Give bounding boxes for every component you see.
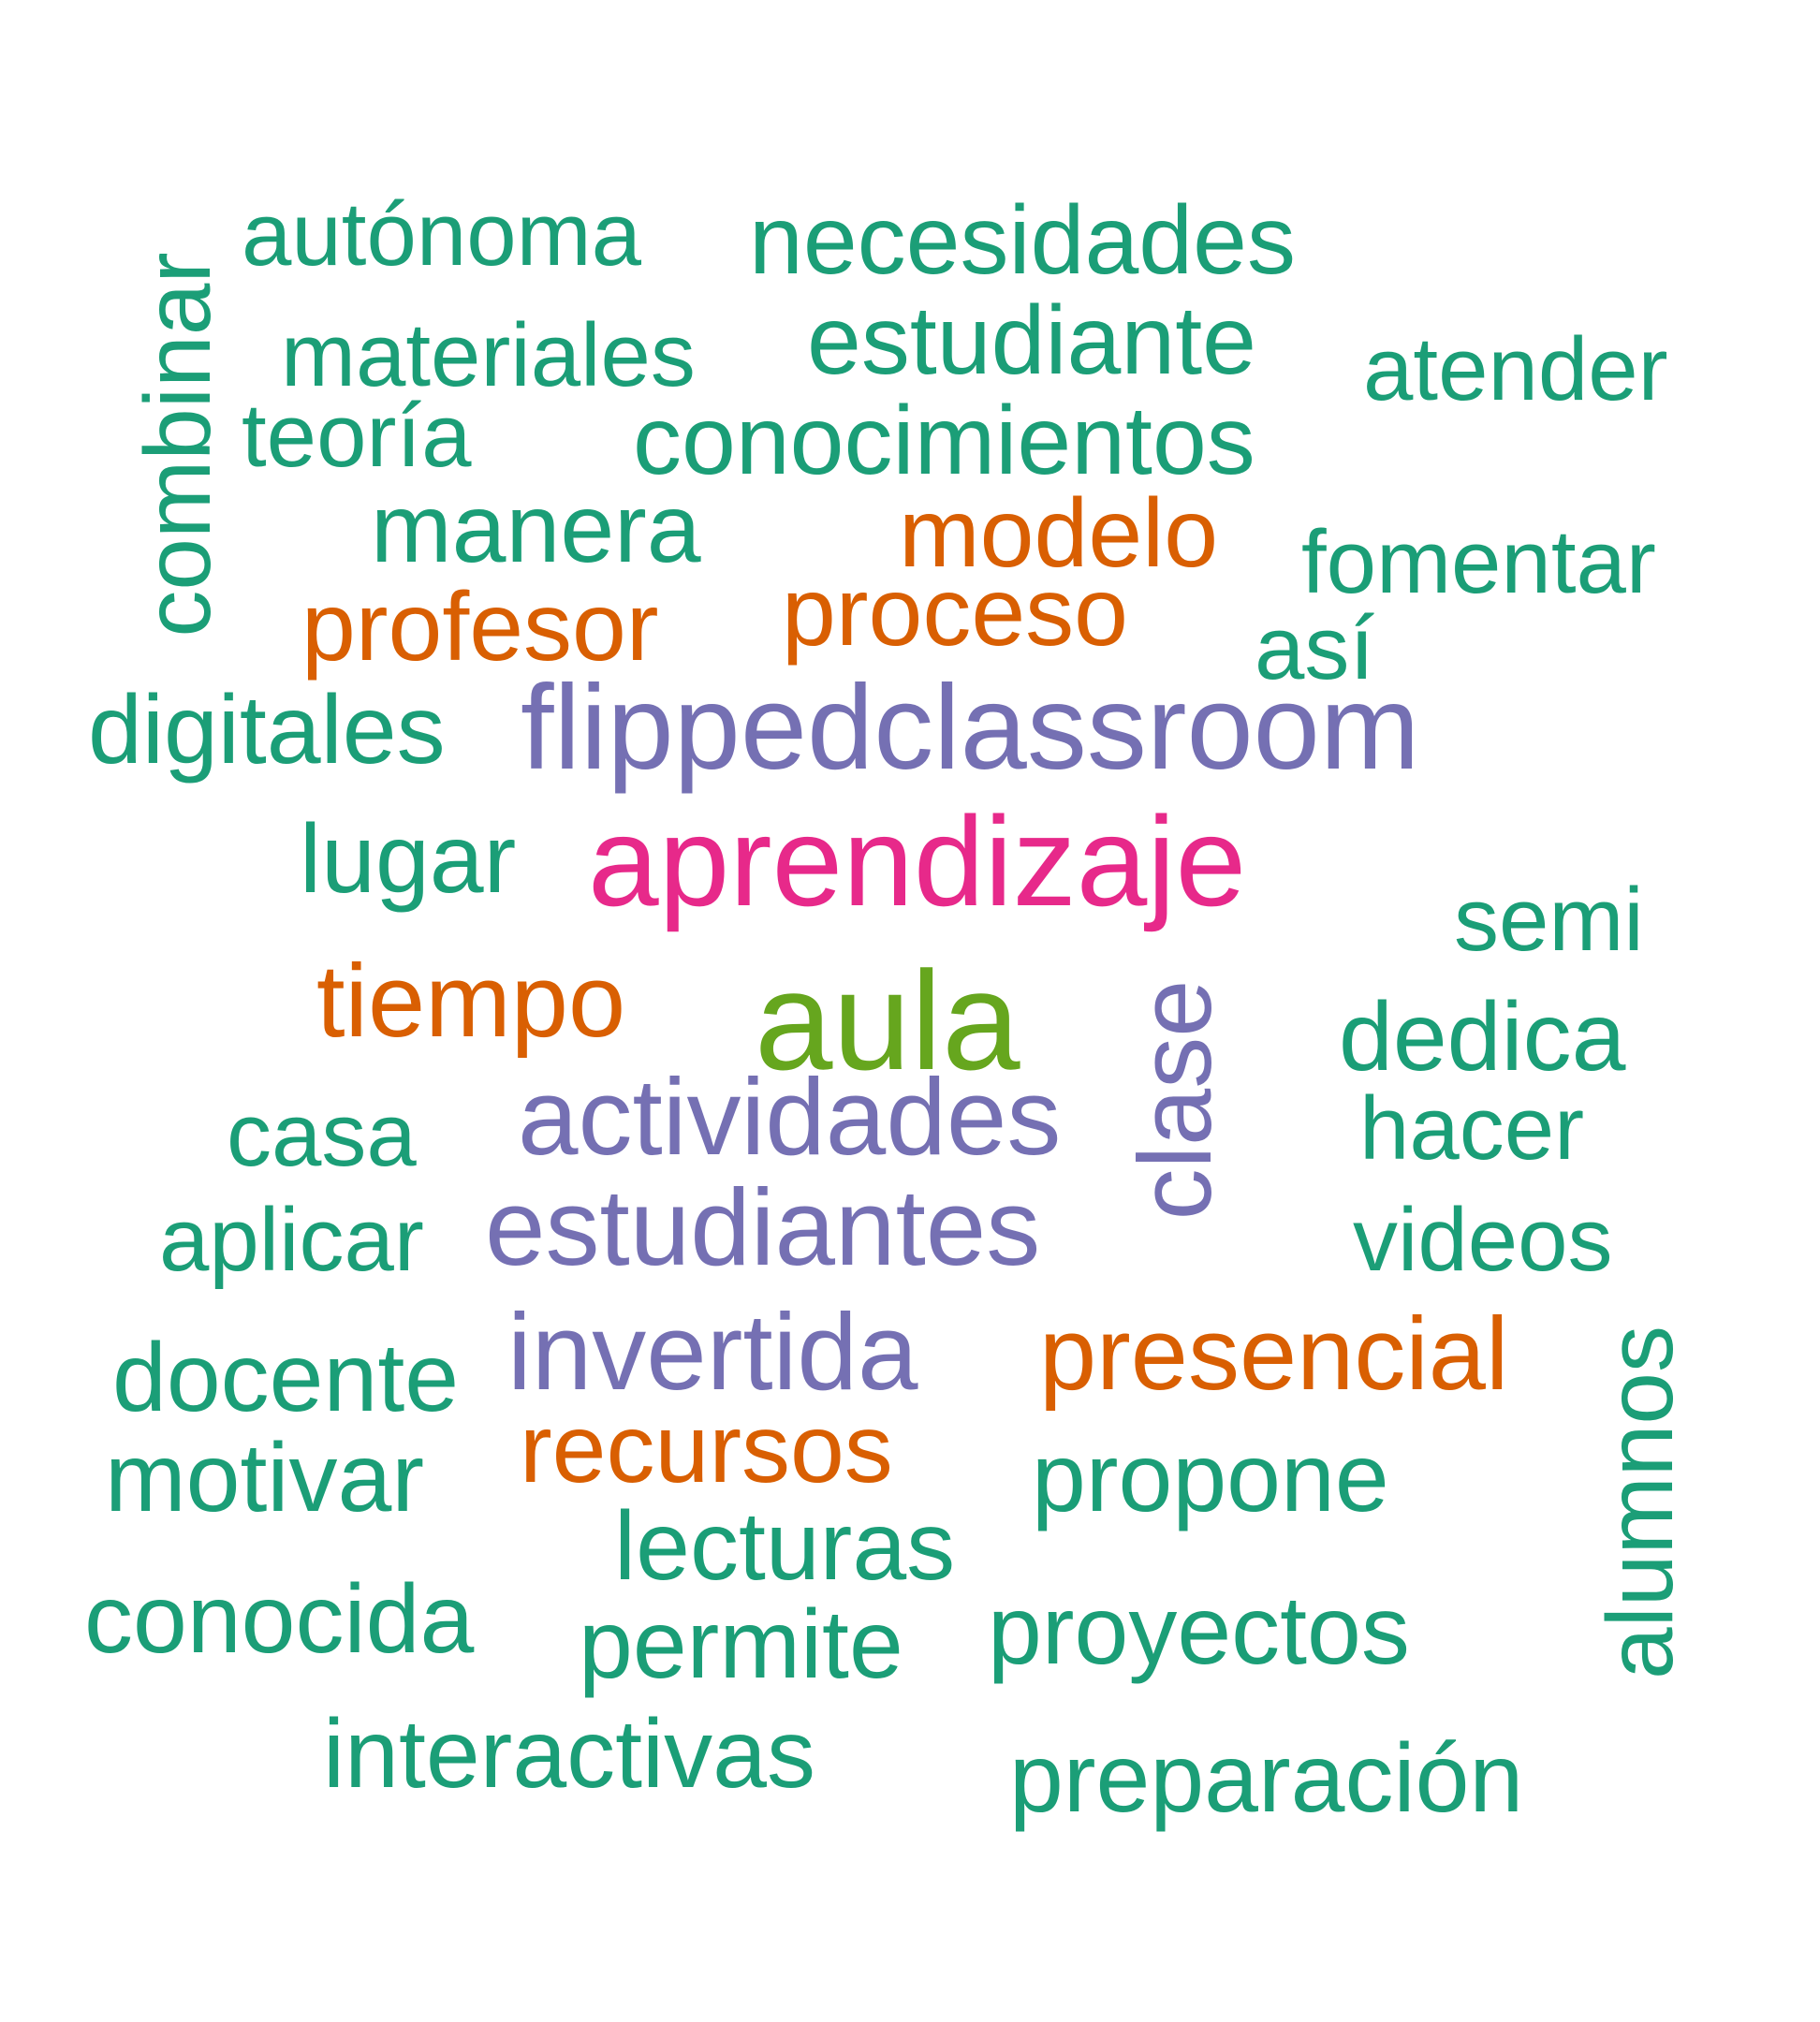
word-actividades: actividades: [518, 1056, 1062, 1178]
word-aula: aula: [755, 942, 1020, 1099]
word-proceso: proceso: [782, 558, 1128, 667]
word-videos: videos: [1353, 1190, 1613, 1290]
word-conocimientos: conocimientos: [633, 387, 1255, 495]
word-propone: propone: [1032, 1424, 1389, 1532]
word-motivar: motivar: [105, 1424, 424, 1532]
word-estudiante: estudiante: [807, 286, 1256, 395]
word-hacer: hacer: [1359, 1078, 1585, 1179]
word-conocida: conocida: [84, 1565, 475, 1674]
word-proyectos: proyectos: [988, 1576, 1410, 1685]
word-semi: semi: [1454, 870, 1644, 970]
word-digitales: digitales: [88, 676, 446, 784]
word-modelo: modelo: [899, 479, 1219, 588]
word-permite: permite: [579, 1590, 903, 1699]
word-teoria: teoría: [242, 386, 472, 486]
word-atender: atender: [1363, 319, 1668, 419]
word-flippedclassroom: flippedclassroom: [521, 661, 1420, 795]
word-aprendizaje: aprendizaje: [588, 790, 1247, 932]
word-docente: docente: [112, 1324, 460, 1432]
word-clase: clase: [1118, 979, 1233, 1221]
word-combinar: combinar: [125, 252, 230, 637]
word-fomentar: fomentar: [1301, 512, 1656, 612]
word-invertida: invertida: [507, 1291, 918, 1413]
word-interactivas: interactivas: [323, 1700, 815, 1809]
word-estudiantes: estudiantes: [485, 1166, 1041, 1288]
word-asi: así: [1255, 598, 1375, 698]
word-casa: casa: [227, 1085, 417, 1185]
word-lugar: lugar: [300, 805, 517, 914]
word-alumnos: alumnos: [1588, 1326, 1693, 1679]
word-preparacion: preparación: [1009, 1724, 1524, 1833]
word-necesidades: necesidades: [749, 186, 1296, 295]
word-recursos: recursos: [520, 1395, 893, 1503]
word-tiempo: tiempo: [316, 944, 626, 1059]
word-lecturas: lecturas: [614, 1492, 956, 1601]
word-autonoma: autónoma: [242, 184, 641, 285]
word-aplicar: aplicar: [159, 1190, 424, 1290]
word-presencial: presencial: [1039, 1297, 1509, 1412]
word-materiales: materiales: [281, 305, 696, 405]
word-dedica: dedica: [1339, 983, 1626, 1092]
word-manera: manera: [371, 475, 701, 583]
word-profesor: profesor: [301, 573, 659, 681]
